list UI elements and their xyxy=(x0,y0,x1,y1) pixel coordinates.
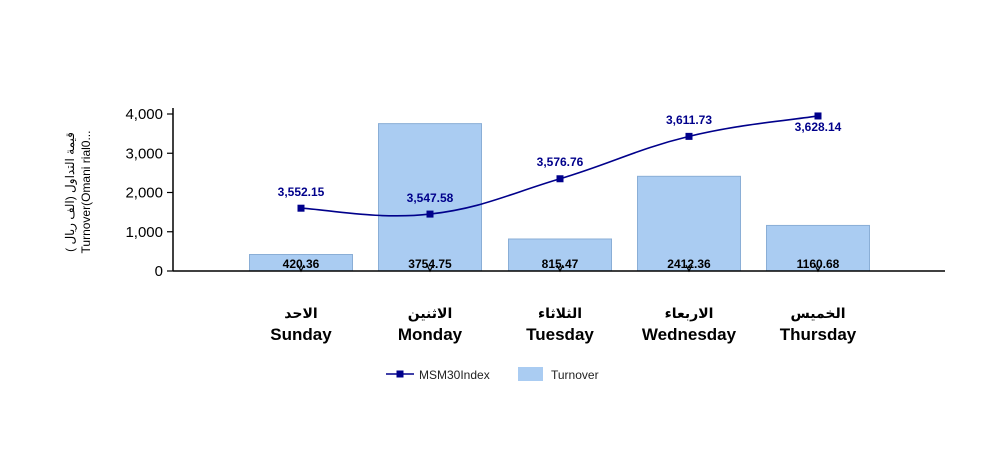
msm30-index-point xyxy=(297,204,305,212)
turnover-value-label: 3754.75 xyxy=(408,257,452,271)
turnover-bar xyxy=(378,123,482,272)
turnover-value-label: 420.36 xyxy=(283,257,320,271)
y-tick-label: 1,000 xyxy=(125,224,163,241)
turnover-value-label: 815.47 xyxy=(542,257,579,271)
legend-label-msm30index: MSM30Index xyxy=(419,368,490,382)
x-tick-label: Thursday xyxy=(780,325,857,344)
x-tick-label: Monday xyxy=(398,325,463,344)
legend-bar-swatch xyxy=(518,367,543,381)
turnover-bar xyxy=(508,238,612,272)
category-tick-mark xyxy=(814,264,822,273)
y-axis-title-arabic: ( قيمة التداول (الف ريال xyxy=(63,132,77,252)
x-tick-label-arabic: الاحد xyxy=(284,306,317,322)
msm30-index-point xyxy=(556,175,564,183)
y-tick-label: 2,000 xyxy=(125,185,163,202)
category-tick-mark xyxy=(297,264,305,273)
category-tick-mark xyxy=(556,264,564,273)
y-tick-label: 4,000 xyxy=(125,106,163,123)
msm30-index-point xyxy=(426,210,434,218)
category-tick-mark xyxy=(426,264,434,273)
legend-label-turnover: Turnover xyxy=(551,368,599,382)
legend-line-marker xyxy=(396,370,404,378)
y-tick-label: 3,000 xyxy=(125,145,163,162)
x-tick-label: Sunday xyxy=(270,325,332,344)
x-tick-label-arabic: الاربعاء xyxy=(665,306,714,322)
turnover-value-label: 2412.36 xyxy=(667,257,711,271)
y-axis-title: Turnover(Omani rial0... xyxy=(79,131,93,254)
x-tick-label-arabic: الاثنين xyxy=(408,306,453,322)
msm30-index-value-label: 3,628.14 xyxy=(795,120,842,134)
msm30-index-value-label: 3,611.73 xyxy=(666,113,712,127)
x-tick-label-arabic: الخميس xyxy=(790,306,845,322)
x-tick-label: Tuesday xyxy=(526,325,594,344)
category-tick-mark xyxy=(685,264,693,273)
msm30-index-point xyxy=(814,112,822,120)
msm30-index-value-label: 3,552.15 xyxy=(278,185,325,199)
x-tick-label-arabic: الثلاثاء xyxy=(538,306,582,322)
msm30-index-value-label: 3,547.58 xyxy=(407,191,454,205)
x-tick-label: Wednesday xyxy=(642,325,737,344)
msm30-index-value-label: 3,576.76 xyxy=(537,155,584,169)
y-tick-label: 0 xyxy=(155,263,163,280)
turnover-bar xyxy=(637,175,741,272)
msm30-index-point xyxy=(685,132,693,140)
turnover-value-label: 1160.68 xyxy=(797,257,840,271)
